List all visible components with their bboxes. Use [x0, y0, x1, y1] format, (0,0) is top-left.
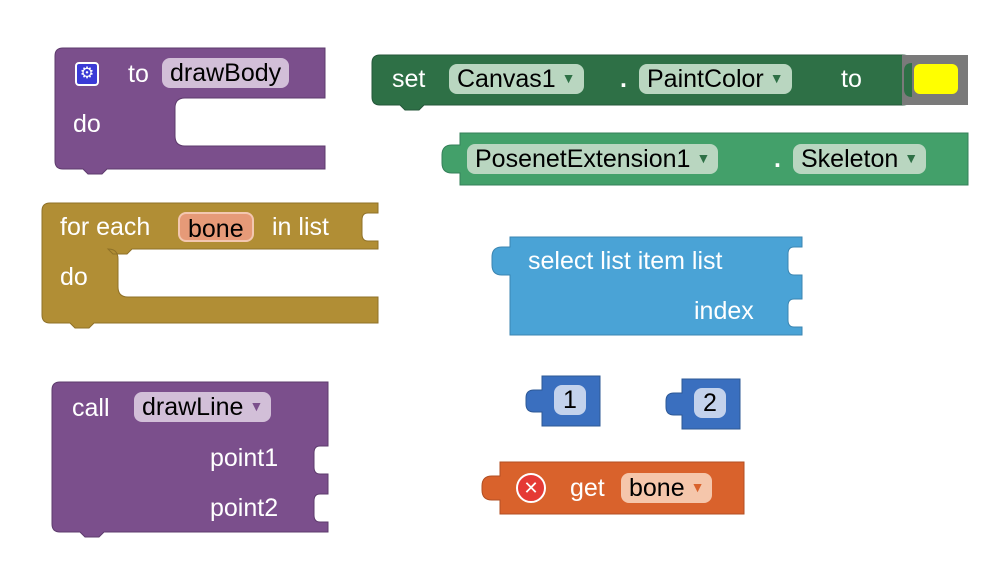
property-name: Skeleton — [801, 145, 899, 173]
for-each-label: for each — [60, 213, 151, 241]
do-label: do — [60, 263, 88, 291]
variable-dropdown[interactable]: bone ▼ — [621, 473, 713, 503]
number-block[interactable]: 1 — [525, 375, 601, 427]
chevron-down-icon: ▼ — [561, 70, 576, 87]
for-each-block[interactable]: for each bone in list do — [41, 202, 379, 329]
chevron-down-icon: ▼ — [249, 398, 264, 415]
dot-separator: . — [620, 65, 627, 93]
number-field[interactable]: 1 — [554, 385, 586, 415]
do-label: do — [73, 110, 101, 138]
point2-label: point2 — [210, 494, 279, 522]
get-variable-block[interactable]: ✕ get bone ▼ — [481, 461, 745, 515]
select-list-item-block[interactable]: select list item list index — [491, 236, 804, 336]
select-list-item-shape — [491, 236, 803, 336]
gear-icon[interactable]: ⚙ — [75, 62, 99, 86]
component-dropdown[interactable]: PosenetExtension1 ▼ — [467, 144, 719, 174]
color-swatch[interactable] — [914, 64, 958, 94]
set-property-block[interactable]: set Canvas1 ▼ . PaintColor ▼ to — [371, 54, 972, 111]
in-list-label: in list — [272, 213, 329, 241]
dot-separator: . — [774, 145, 781, 173]
call-label: call — [72, 394, 110, 422]
to-label: to — [128, 60, 149, 88]
procedure-definition-block[interactable]: ⚙ to drawBody do — [54, 47, 327, 175]
procedure-name: drawLine — [142, 393, 244, 421]
number-block[interactable]: 2 — [665, 378, 741, 430]
get-label: get — [570, 474, 605, 502]
error-glyph: ✕ — [523, 478, 539, 498]
property-dropdown[interactable]: Skeleton ▼ — [793, 144, 927, 174]
select-list-item-label: select list item list — [528, 247, 723, 275]
chevron-down-icon: ▼ — [696, 150, 711, 167]
variable-name: bone — [629, 474, 685, 502]
chevron-down-icon: ▼ — [904, 150, 919, 167]
property-name: PaintColor — [647, 65, 764, 93]
chevron-down-icon: ▼ — [769, 70, 784, 87]
procedure-dropdown[interactable]: drawLine ▼ — [134, 392, 272, 422]
component-name: PosenetExtension1 — [475, 145, 691, 173]
point1-label: point1 — [210, 444, 279, 472]
index-label: index — [694, 297, 754, 325]
component-getter-block[interactable]: PosenetExtension1 ▼ . Skeleton ▼ — [440, 132, 969, 186]
procedure-name-field[interactable]: drawBody — [162, 58, 290, 88]
call-procedure-block[interactable]: call drawLine ▼ point1 point2 — [51, 381, 329, 538]
number-field[interactable]: 2 — [694, 388, 726, 418]
loop-variable-field[interactable]: bone — [178, 212, 254, 243]
error-icon[interactable]: ✕ — [516, 473, 546, 503]
set-label: set — [392, 65, 426, 93]
property-dropdown[interactable]: PaintColor ▼ — [639, 64, 792, 94]
component-name: Canvas1 — [457, 65, 556, 93]
for-each-shape — [41, 202, 379, 329]
to-label: to — [841, 65, 862, 93]
component-dropdown[interactable]: Canvas1 ▼ — [449, 64, 584, 94]
chevron-down-icon: ▼ — [690, 479, 705, 496]
